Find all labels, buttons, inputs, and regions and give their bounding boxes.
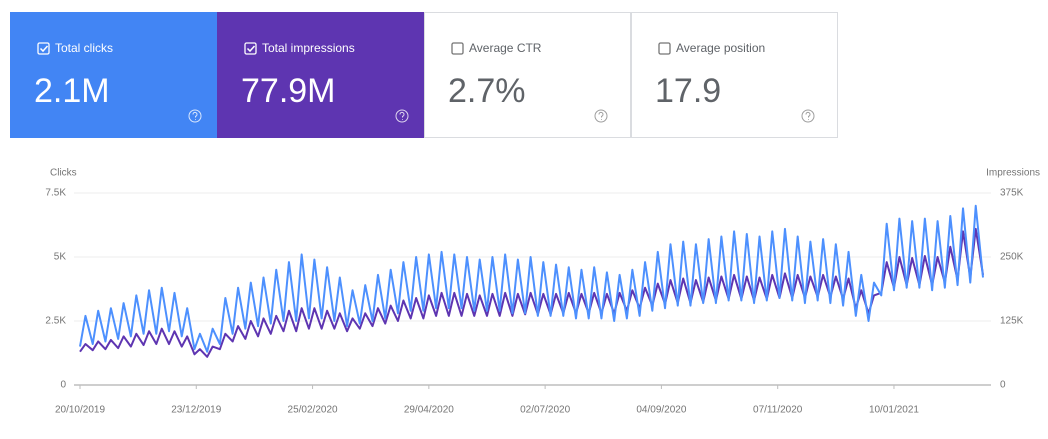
card-label: Average CTR <box>469 41 542 55</box>
metric-card[interactable]: Total impressions 77.9M <box>217 12 424 138</box>
card-value: 77.9M <box>241 72 336 110</box>
card-background <box>424 12 631 138</box>
checkmark <box>39 45 49 53</box>
y-tick-label: 5K <box>54 252 67 263</box>
card-label: Total impressions <box>262 41 355 55</box>
card-background <box>631 12 838 138</box>
card-background <box>10 12 217 138</box>
x-tick-label: 23/12/2019 <box>171 405 221 416</box>
card-label: Average position <box>676 41 765 55</box>
card-value: 17.9 <box>655 72 721 110</box>
x-tick-label: 29/04/2020 <box>404 405 454 416</box>
y2-tick-label: 0 <box>1000 380 1006 391</box>
help-icon[interactable] <box>801 109 815 123</box>
x-tick-label: 02/07/2020 <box>520 405 570 416</box>
help-icon-glyph <box>598 111 604 120</box>
y2-axis-label: Impressions <box>986 168 1040 179</box>
help-icon[interactable] <box>594 109 608 123</box>
checkbox[interactable] <box>451 42 464 55</box>
card-label: Total clicks <box>55 41 113 55</box>
help-icon[interactable] <box>395 109 409 123</box>
y-tick-label: 0 <box>60 380 66 391</box>
checkbox[interactable] <box>244 42 257 55</box>
checkbox[interactable] <box>658 42 671 55</box>
card-value: 2.7% <box>448 72 526 110</box>
y-tick-label: 2.5K <box>45 316 66 327</box>
x-tick-label: 10/01/2021 <box>869 405 919 416</box>
metric-card[interactable]: Total clicks 2.1M <box>10 12 217 138</box>
y2-tick-label: 125K <box>1000 316 1024 327</box>
series-line <box>79 204 984 353</box>
x-tick-label: 04/09/2020 <box>636 405 686 416</box>
help-icon-glyph <box>805 111 811 120</box>
checkbox[interactable] <box>37 42 50 55</box>
y2-tick-label: 250K <box>1000 252 1024 263</box>
y-tick-label: 7.5K <box>45 188 66 199</box>
help-icon-glyph <box>192 111 198 120</box>
y-axis-label: Clicks <box>50 168 77 179</box>
help-icon-glyph <box>399 111 405 120</box>
card-value: 2.1M <box>34 72 110 110</box>
x-tick-label: 07/11/2020 <box>753 405 803 416</box>
x-tick-label: 20/10/2019 <box>55 405 105 416</box>
metric-card[interactable]: Average position 17.9 <box>631 12 838 138</box>
checkmark <box>246 45 256 53</box>
metric-card[interactable]: Average CTR 2.7% <box>424 12 631 138</box>
y2-tick-label: 375K <box>1000 188 1024 199</box>
x-tick-label: 25/02/2020 <box>288 405 338 416</box>
help-icon[interactable] <box>188 109 202 123</box>
card-background <box>217 12 424 138</box>
